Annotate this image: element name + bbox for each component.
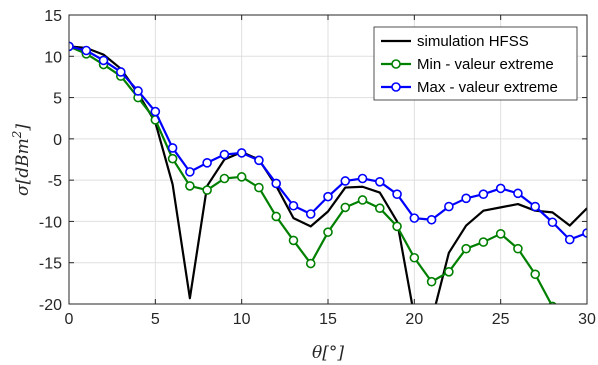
data-point bbox=[98, 55, 109, 66]
data-point bbox=[426, 276, 437, 287]
data-point bbox=[392, 221, 402, 232]
data-point bbox=[133, 86, 143, 96]
legend-marker bbox=[391, 82, 401, 92]
data-point bbox=[374, 176, 385, 187]
data-point bbox=[547, 217, 558, 228]
y-tick-label: -5 bbox=[48, 173, 62, 190]
tick-labels: 0 5 10 15 20 25 30 15 10 5 0 -5 -10 -15 -20 bbox=[39, 8, 596, 328]
data-point bbox=[340, 176, 351, 186]
legend-label: simulation HFSS bbox=[417, 33, 529, 50]
x-tick-label: 20 bbox=[405, 311, 423, 328]
data-point bbox=[202, 158, 212, 168]
series-layer bbox=[69, 41, 587, 304]
data-point bbox=[305, 258, 316, 269]
data-point bbox=[254, 155, 264, 166]
data-point bbox=[444, 266, 454, 277]
data-point bbox=[461, 243, 471, 254]
legend-item: Min - valeur extreme bbox=[381, 56, 554, 73]
y-tick-label: 15 bbox=[44, 8, 62, 25]
data-point bbox=[219, 173, 230, 184]
data-point bbox=[495, 183, 506, 194]
data-point bbox=[409, 252, 420, 263]
legend-label: Max - valeur extreme bbox=[417, 79, 558, 96]
data-point bbox=[444, 201, 454, 212]
data-point bbox=[185, 167, 195, 177]
data-point bbox=[478, 237, 489, 247]
data-point bbox=[478, 189, 489, 199]
data-point bbox=[167, 143, 178, 153]
y-tick-label: -20 bbox=[39, 297, 62, 314]
y-axis-label-close: ] bbox=[13, 124, 33, 132]
data-point bbox=[513, 243, 523, 254]
data-point bbox=[409, 213, 420, 223]
x-tick-label: 5 bbox=[151, 311, 160, 328]
data-point bbox=[236, 148, 247, 158]
y-axis-label: σ[dBm2] bbox=[10, 124, 33, 196]
data-point bbox=[513, 188, 523, 199]
data-point bbox=[357, 195, 368, 205]
legend: simulation HFSS Min - valeur extreme Max -… bbox=[373, 26, 578, 101]
data-point bbox=[236, 172, 247, 182]
data-point bbox=[81, 45, 92, 56]
data-point bbox=[340, 202, 351, 213]
data-point bbox=[167, 153, 178, 164]
x-tick-label: 0 bbox=[65, 311, 74, 328]
x-tick-label: 25 bbox=[492, 311, 510, 328]
data-point bbox=[530, 201, 541, 212]
data-point bbox=[271, 178, 282, 189]
legend-marker bbox=[391, 59, 401, 69]
x-tick-label: 15 bbox=[319, 311, 337, 328]
legend-label: Min - valeur extreme bbox=[417, 56, 554, 73]
y-tick-label: 0 bbox=[53, 132, 62, 149]
data-point bbox=[530, 269, 541, 280]
data-point bbox=[288, 235, 299, 246]
y-tick-label: -15 bbox=[39, 256, 62, 273]
data-point bbox=[254, 182, 264, 193]
data-point bbox=[323, 191, 333, 202]
data-point bbox=[461, 193, 471, 204]
data-point bbox=[219, 149, 230, 160]
y-tick-label: 5 bbox=[53, 91, 62, 108]
data-point bbox=[564, 234, 575, 245]
data-point bbox=[288, 200, 299, 211]
data-point bbox=[69, 41, 74, 52]
data-point bbox=[305, 209, 316, 219]
y-axis-label-main: σ[dBm bbox=[13, 138, 33, 196]
data-point bbox=[426, 214, 437, 225]
data-point bbox=[202, 185, 212, 195]
data-point bbox=[150, 106, 161, 117]
y-axis-label-sup: 2 bbox=[10, 131, 24, 140]
data-point bbox=[185, 181, 195, 191]
y-tick-label: -10 bbox=[39, 214, 62, 231]
axis-ticks bbox=[68, 14, 588, 305]
legend-item: simulation HFSS bbox=[381, 33, 529, 50]
y-tick-label: 10 bbox=[44, 49, 62, 66]
series-3 bbox=[69, 41, 587, 245]
data-point bbox=[392, 189, 402, 199]
data-point bbox=[582, 228, 587, 238]
x-tick-label: 10 bbox=[233, 311, 251, 328]
data-point bbox=[374, 203, 385, 214]
data-point bbox=[495, 229, 506, 239]
data-point bbox=[271, 211, 282, 222]
data-point bbox=[116, 67, 126, 77]
data-point bbox=[323, 227, 333, 237]
legend-item: Max - valeur extreme bbox=[381, 79, 558, 96]
data-point bbox=[357, 173, 368, 184]
x-tick-label: 30 bbox=[578, 311, 596, 328]
x-axis-label: θ[°] bbox=[312, 343, 344, 363]
